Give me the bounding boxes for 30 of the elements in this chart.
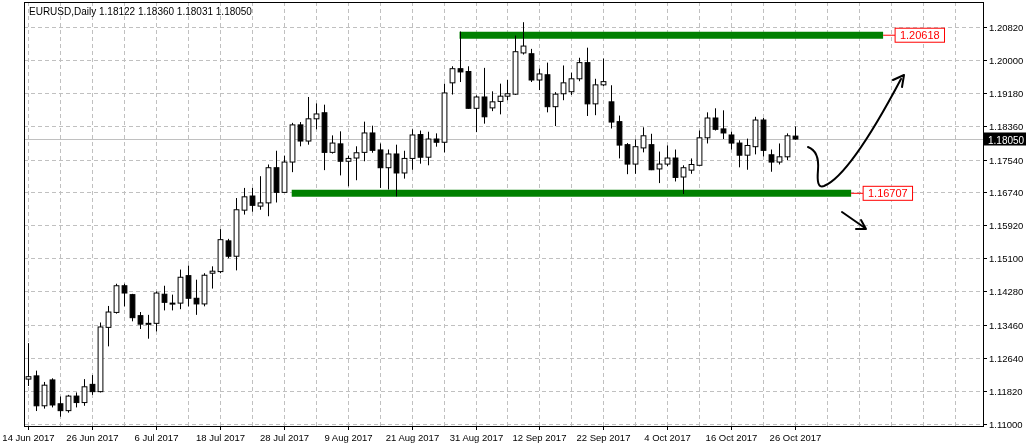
y-tick-label: 1.18360: [989, 121, 1024, 132]
x-tick-label: 28 Jul 2017: [259, 432, 310, 443]
y-tick-label: 1.11000: [989, 419, 1023, 430]
y-tick-label: 1.19180: [989, 88, 1024, 99]
x-tick-label: 4 Oct 2017: [644, 432, 691, 443]
y-tick-label: 1.12640: [989, 353, 1024, 364]
y-tick-label: 1.15920: [989, 220, 1024, 231]
y-tick-label: 1.14280: [989, 286, 1024, 297]
y-tick-label: 1.16740: [989, 187, 1024, 198]
x-tick-label: 21 Aug 2017: [385, 432, 440, 443]
y-tick-label: 1.13460: [989, 320, 1024, 331]
y-tick-label: 1.15100: [989, 253, 1024, 264]
data-label: 1.20618: [899, 29, 940, 42]
y-tick-label: 1.11820: [989, 386, 1023, 397]
ref-line-label: 1.18050: [988, 134, 1025, 146]
x-tick-label: 14 Jun 2017: [2, 432, 55, 443]
y-tick-label: 1.20000: [989, 55, 1024, 66]
y-tick-label: 1.20820: [989, 22, 1024, 33]
x-tick-label: 22 Sep 2017: [576, 432, 631, 443]
x-tick-label: 26 Jun 2017: [66, 432, 119, 443]
x-tick-label: 18 Jul 2017: [195, 432, 246, 443]
y-tick-label: 1.17540: [989, 155, 1024, 166]
x-tick-label: 31 Aug 2017: [449, 432, 504, 443]
x-tick-label: 16 Oct 2017: [705, 432, 758, 443]
x-tick-label: 12 Sep 2017: [512, 432, 567, 443]
x-tick-label: 9 Aug 2017: [324, 432, 373, 443]
x-tick-label: 6 Jul 2017: [134, 432, 179, 443]
chart-title: EURUSD,Daily 1.18122 1.18360 1.18031 1.18050: [29, 6, 253, 17]
data-label: 1.16707: [867, 187, 908, 200]
x-tick-label: 26 Oct 2017: [769, 432, 822, 443]
